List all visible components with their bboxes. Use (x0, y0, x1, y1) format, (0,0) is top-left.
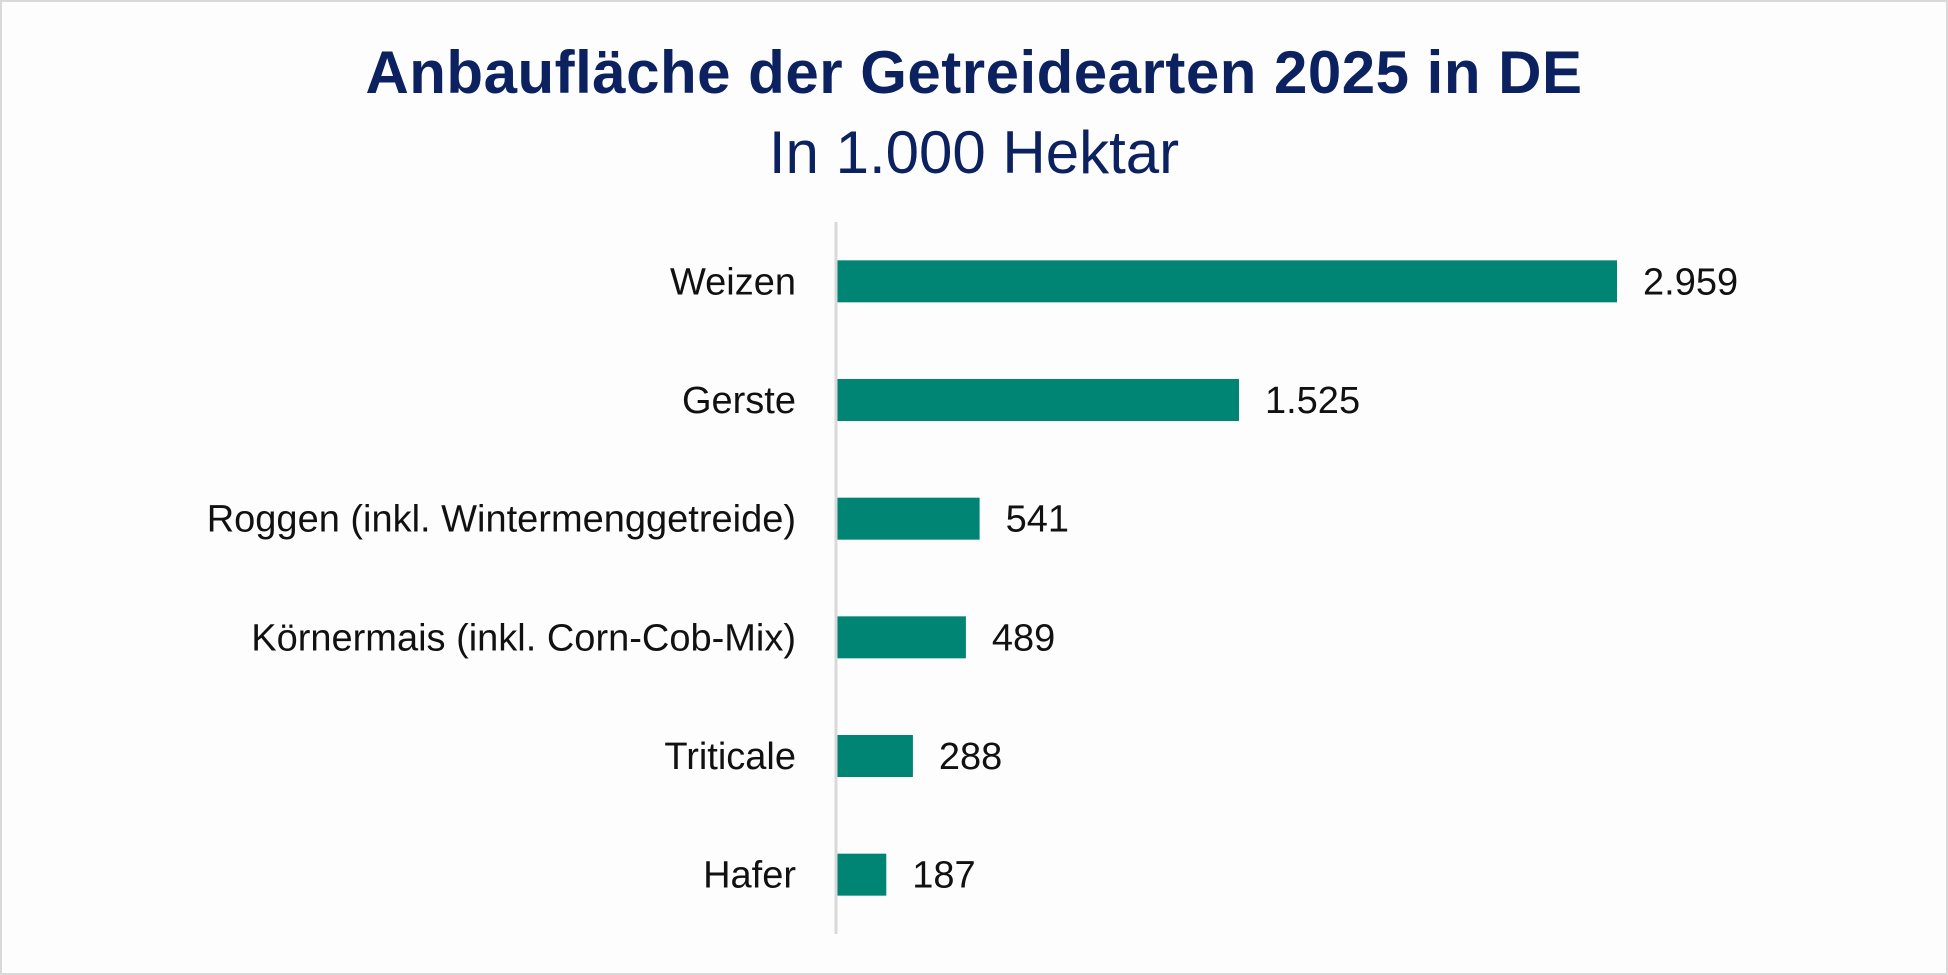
category-label: Weizen (670, 261, 796, 303)
value-label: 288 (939, 736, 1002, 778)
category-label: Gerste (682, 380, 796, 422)
bars-layer (837, 260, 1617, 896)
category-label: Roggen (inkl. Wintermenggetreide) (207, 499, 796, 541)
bar (837, 853, 887, 896)
value-label: 2.959 (1643, 261, 1738, 303)
category-labels: Weizen Gerste Roggen (inkl. Wintermenggetr… (207, 261, 797, 896)
bar (837, 379, 1239, 421)
bar (837, 735, 913, 777)
bar (837, 497, 980, 540)
chart-title: Anbaufläche der Getreidearten 2025 in DE (365, 39, 1583, 106)
value-labels: 2.959 1.525 541 489 288 187 (912, 261, 1738, 896)
value-label: 187 (912, 855, 975, 897)
chart-subtitle: In 1.000 Hektar (768, 119, 1180, 186)
category-label: Triticale (664, 736, 796, 778)
category-label: Körnermais (inkl. Corn-Cob-Mix) (251, 617, 796, 659)
value-label: 541 (1006, 499, 1069, 541)
bar (837, 616, 966, 659)
value-label: 1.525 (1265, 380, 1360, 422)
category-label: Hafer (703, 855, 796, 897)
value-label: 489 (992, 617, 1055, 659)
bar (837, 260, 1617, 303)
